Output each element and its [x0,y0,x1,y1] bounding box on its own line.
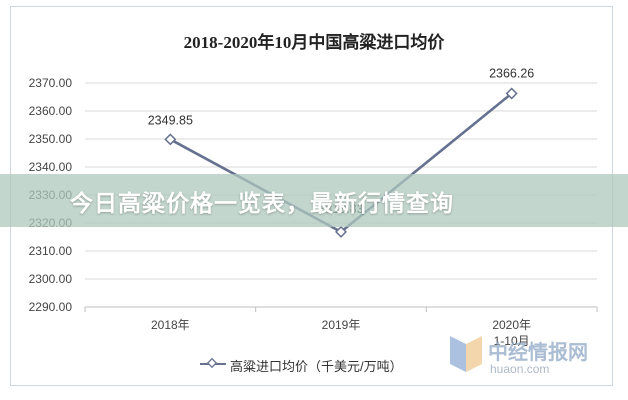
y-tick-label: 2370.00 [29,76,73,90]
legend-label: 高粱进口均价（千美元/万吨） [230,359,403,374]
watermark-logo-icon [450,336,482,372]
y-tick-label: 2360.00 [29,104,73,118]
x-tick-label: 2018年 [151,318,190,332]
data-point-marker [334,225,348,238]
data-label: 2366.26 [489,66,534,80]
overlay-banner[interactable] [0,174,628,227]
series-layer [164,87,518,238]
y-tick-label: 2290.00 [29,300,73,314]
chart-title: 2018-2020年10月中国高粱进口均价 [183,33,445,52]
y-tick-label: 2310.00 [29,244,73,258]
x-tick-label: 2020年 [492,318,531,332]
y-tick-label: 2350.00 [29,132,73,146]
data-label: 2349.85 [148,113,193,127]
overlay-banner-text[interactable]: 今日高粱价格一览表，最新行情查询 [70,190,454,216]
watermark-text-cn: 中经情报网 [488,342,588,364]
data-point-marker [164,133,177,146]
y-tick-label: 2300.00 [29,272,73,286]
y-tick-label: 2340.00 [29,160,73,174]
data-point-marker [505,87,518,100]
x-tick-label: 1-10月 [494,334,530,348]
watermark-text-en: huaon.com [490,362,550,376]
x-tick-label: 2019年 [322,318,361,332]
watermark: 中经情报网 huaon.com [448,332,618,380]
legend-swatch [200,357,226,369]
